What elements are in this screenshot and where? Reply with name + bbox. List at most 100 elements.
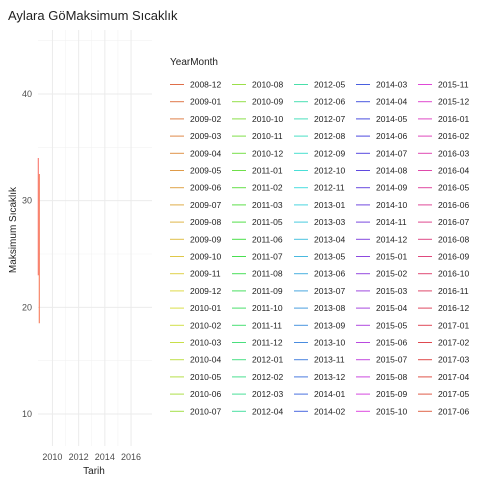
legend-entry: 2014-02 [314,406,345,416]
legend-entry: 2016-06 [438,200,469,210]
legend-entry: 2012-07 [314,114,345,124]
legend-entry: 2011-09 [252,286,283,296]
legend-entry: 2009-12 [190,286,221,296]
legend-entry: 2011-11 [252,320,282,330]
legend-entry: 2012-10 [314,166,345,176]
legend-entry: 2016-11 [438,286,469,296]
legend-entry: 2015-11 [438,80,469,90]
legend-entry: 2012-09 [314,148,345,158]
legend-entry: 2016-08 [438,234,469,244]
legend-entry: 2010-03 [190,338,221,348]
x-tick-label: 2012 [69,452,89,462]
y-tick-label: 10 [22,409,32,419]
legend-entry: 2015-05 [376,320,407,330]
legend-entry: 2016-10 [438,269,469,279]
legend-entry: 2017-01 [438,320,469,330]
legend-entry: 2013-04 [314,234,345,244]
legend-entry: 2010-05 [190,372,221,382]
legend-entry: 2011-02 [252,183,283,193]
legend-entry: 2013-08 [314,303,345,313]
legend-entry: 2011-07 [252,252,283,262]
legend-entry: 2017-04 [438,372,469,382]
legend-entry: 2013-07 [314,286,345,296]
legend-entry: 2012-03 [252,389,283,399]
legend-entry: 2016-02 [438,131,469,141]
y-axis-label: Maksimum Sıcaklık [8,186,19,273]
legend-entry: 2009-10 [190,252,221,262]
legend-entry: 2012-06 [314,97,345,107]
legend-entry: 2015-08 [376,372,407,382]
legend-entry: 2015-12 [438,97,469,107]
data-series [37,158,40,324]
legend-entry: 2010-09 [252,97,283,107]
legend-entry: 2016-05 [438,183,469,193]
legend-entry: 2010-12 [252,148,283,158]
legend-entry: 2016-07 [438,217,469,227]
legend-entry: 2009-08 [190,217,221,227]
legend-entry: 2013-11 [314,355,345,365]
legend-entry: 2010-07 [190,406,221,416]
legend-entry: 2011-12 [252,338,283,348]
legend-entry: 2009-07 [190,200,221,210]
legend-entry: 2012-11 [314,183,345,193]
x-tick-label: 2014 [95,452,115,462]
legend-entry: 2011-10 [252,303,283,313]
x-axis-label: Tarih [83,466,105,477]
legend-entry: 2009-05 [190,166,221,176]
y-tick-label: 30 [22,196,32,206]
legend-entry: 2015-06 [376,338,407,348]
legend-entry: 2011-01 [252,166,283,176]
legend-entry: 2009-11 [190,269,221,279]
legend-entry: 2015-09 [376,389,407,399]
legend-entry: 2017-03 [438,355,469,365]
legend-entry: 2014-04 [376,97,407,107]
legend-entry: 2010-11 [252,131,283,141]
x-tick-label: 2016 [121,452,141,462]
legend-entry: 2010-02 [190,320,221,330]
y-tick-label: 20 [22,302,32,312]
legend-entry: 2013-09 [314,320,345,330]
legend-entry: 2010-10 [252,114,283,124]
legend-entry: 2014-11 [376,217,407,227]
y-tick-label: 40 [22,89,32,99]
legend-entry: 2009-09 [190,234,221,244]
legend-entry: 2010-08 [252,80,283,90]
legend-entry: 2008-12 [190,80,221,90]
legend-entry: 2009-02 [190,114,221,124]
legend-entry: 2014-09 [376,183,407,193]
legend-entry: 2011-06 [252,234,283,244]
legend-entry: 2013-10 [314,338,345,348]
legend-entry: 2015-07 [376,355,407,365]
legend-entry: 2014-01 [314,389,345,399]
legend-entry: 2016-03 [438,148,469,158]
legend-entry: 2015-10 [376,406,407,416]
legend-entry: 2016-09 [438,252,469,262]
legend-entry: 2013-01 [314,200,345,210]
legend-entry: 2009-04 [190,148,221,158]
legend-entry: 2013-05 [314,252,345,262]
legend-entry: 2014-10 [376,200,407,210]
legend-entry: 2011-03 [252,200,283,210]
legend-entry: 2012-01 [252,355,283,365]
legend-entry: 2015-02 [376,269,407,279]
legend-entry: 2011-08 [252,269,283,279]
legend-entry: 2015-03 [376,286,407,296]
legend-entry: 2009-06 [190,183,221,193]
legend-entry: 2015-01 [376,252,407,262]
legend-entry: 2009-03 [190,131,221,141]
chart-title: Aylara GöMaksimum Sıcaklık [8,8,178,23]
y-tick-labels: 10 20 30 40 [22,89,32,419]
legend-entry: 2014-06 [376,131,407,141]
legend-entry: 2017-05 [438,389,469,399]
legend-entry: 2015-04 [376,303,407,313]
legend-entry: 2012-04 [252,406,283,416]
grid-lines [38,30,152,446]
legend-entry: 2010-01 [190,303,221,313]
legend-entry: 2016-12 [438,303,469,313]
legend-entry: 2014-03 [376,80,407,90]
legend-title: YearMonth [170,57,218,68]
legend-entry: 2016-01 [438,114,469,124]
x-tick-label: 2010 [42,452,62,462]
x-tick-labels: 2010 2012 2014 2016 [42,452,141,462]
